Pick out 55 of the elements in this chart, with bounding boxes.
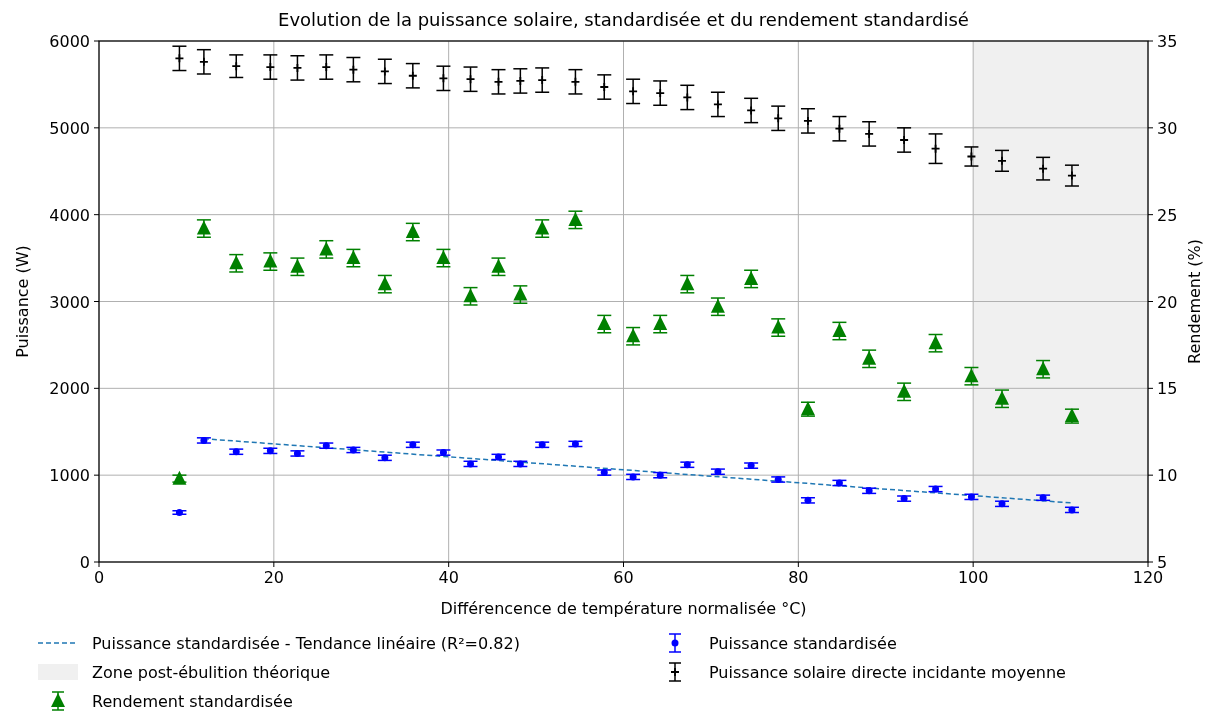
chart-title: Evolution de la puissance solaire, standardisée et du rendement standardisé <box>278 9 969 30</box>
point <box>321 62 332 72</box>
y-tick-label: 3000 <box>49 292 90 312</box>
y-tick-label: 4000 <box>49 205 90 225</box>
y-tick-label: 2000 <box>49 379 90 399</box>
point <box>655 88 666 98</box>
point <box>199 56 209 67</box>
x-tick-label: 0 <box>93 568 105 587</box>
y2-tick-label: 25 <box>1157 205 1178 225</box>
y2-tick-label: 35 <box>1157 32 1178 51</box>
legend-label: Zone post-ébulition théorique <box>92 663 331 682</box>
y-axis-title: Puissance (W) <box>13 245 32 358</box>
point <box>515 76 526 86</box>
y-tick-label: 5000 <box>49 118 90 138</box>
x-tick-label: 100 <box>957 568 989 587</box>
legend-label: Puissance solaire directe incidante moyenne <box>709 663 1066 682</box>
y2-tick-label: 30 <box>1157 118 1178 138</box>
y2-tick-label: 15 <box>1157 379 1178 399</box>
point <box>710 298 725 313</box>
x-tick-label: 80 <box>788 568 809 587</box>
point <box>265 62 276 72</box>
y2-tick-label: 10 <box>1157 466 1178 486</box>
point <box>231 61 242 72</box>
point <box>744 270 759 285</box>
point <box>491 258 506 273</box>
point <box>407 70 418 81</box>
y-tick-label: 6000 <box>49 32 90 51</box>
point <box>348 64 359 75</box>
point <box>379 66 390 77</box>
x-tick-label: 40 <box>438 568 459 587</box>
y-tick-label: 1000 <box>49 466 90 486</box>
point <box>899 135 910 145</box>
point <box>773 113 784 124</box>
point <box>713 99 723 110</box>
point <box>1038 163 1048 174</box>
point <box>599 82 610 92</box>
y2-axis-title: Rendement (%) <box>1185 239 1204 364</box>
legend-label: Puissance standardisée - Tendance linéaire (R²=0.82) <box>92 634 520 653</box>
x-axis-title: Différencence de température normalisée °C) <box>440 599 807 618</box>
legend-label: Puissance standardisée <box>709 634 897 653</box>
point <box>995 390 1010 405</box>
point <box>997 155 1007 166</box>
x-tick-label: 20 <box>263 568 285 587</box>
legend-label: Rendement standardisée <box>92 692 293 711</box>
point <box>864 129 875 139</box>
point <box>862 350 877 365</box>
point <box>628 86 639 97</box>
y2-tick-label: 20 <box>1157 292 1178 312</box>
y-tick-label: 0 <box>79 553 90 572</box>
point <box>290 258 305 273</box>
x-tick-label: 60 <box>613 568 634 587</box>
point <box>537 75 548 85</box>
point <box>897 383 912 398</box>
point <box>172 470 187 485</box>
point <box>568 211 583 226</box>
